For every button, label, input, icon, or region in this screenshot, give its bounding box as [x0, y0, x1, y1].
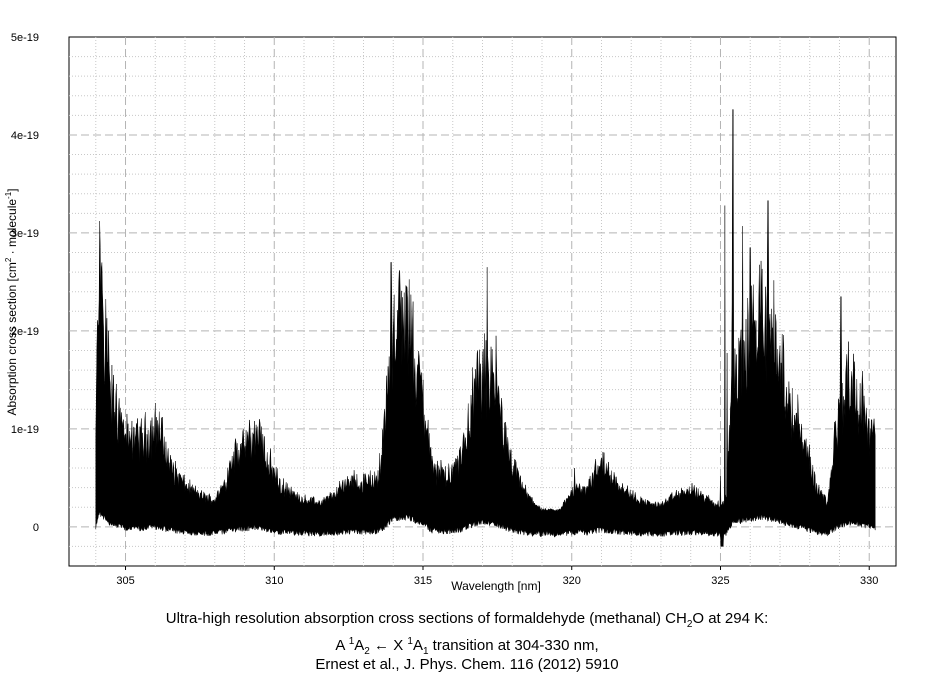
y-tick-label: 4e-19 [11, 130, 39, 142]
x-tick-label: 330 [860, 575, 878, 587]
x-tick-label: 320 [563, 575, 581, 587]
caption-line-2: A 1A2 ← X 1A1 transition at 304-330 nm, [335, 636, 599, 657]
x-tick-label: 315 [414, 575, 432, 587]
x-tick-label: 310 [265, 575, 283, 587]
y-tick-label: 2e-19 [11, 326, 39, 338]
y-tick-label: 0 [33, 522, 39, 534]
chart: 305 310 315 320 325 330 0 1e-19 2e-19 3e-19 4e-19 5… [4, 32, 897, 593]
x-tick-label: 325 [711, 575, 729, 587]
caption-line-1: Ultra-high resolution absorption cross s… [165, 610, 769, 630]
axis-ticks: 305 310 315 320 325 330 0 1e-19 2e-19 3e-19 4e-19 5… [11, 32, 879, 587]
y-tick-label: 5e-19 [11, 32, 39, 44]
x-tick-label: 305 [116, 575, 134, 587]
x-axis-title: Wavelength [nm] [451, 579, 541, 593]
y-tick-label: 1e-19 [11, 424, 39, 436]
y-tick-label: 3e-19 [11, 228, 39, 240]
caption-line-3: Ernest et al., J. Phys. Chem. 116 (2012)… [315, 656, 619, 673]
y-axis-title: Absorption cross section [cm2 · molecule… [4, 188, 19, 415]
spectrum-series [95, 109, 876, 547]
